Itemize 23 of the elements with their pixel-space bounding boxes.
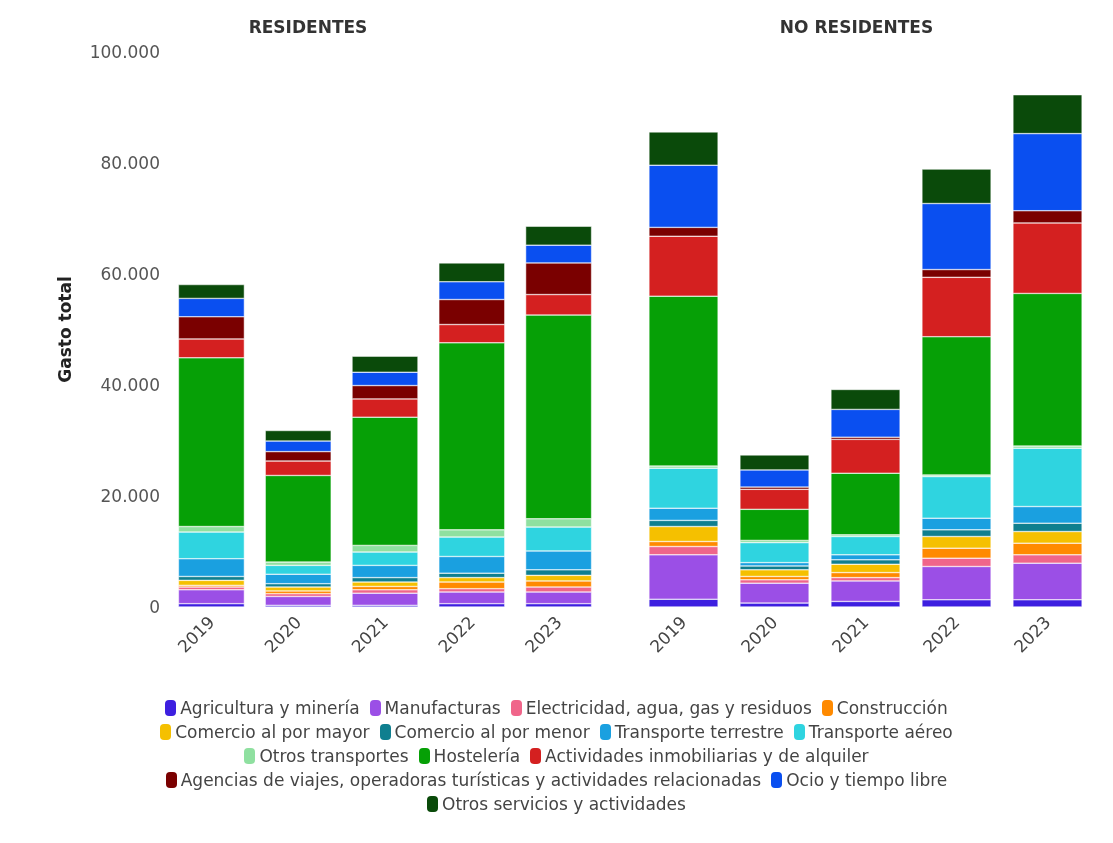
legend-label: Agricultura y minería [180, 698, 360, 718]
y-tick-label: 100.000 [89, 42, 160, 62]
legend-label: Transporte terrestre [614, 722, 784, 742]
y-tick-label: 40.000 [100, 375, 160, 395]
y-axis-title: Gasto total [54, 276, 75, 383]
legend-label: Construcción [836, 698, 948, 718]
y-tick-label: 60.000 [100, 264, 160, 284]
legend-label: Ocio y tiempo libre [786, 770, 948, 790]
legend-label: Electricidad, agua, gas y residuos [525, 698, 812, 718]
y-tick-label: 80.000 [100, 153, 160, 173]
y-tick-label: 20.000 [100, 486, 160, 506]
legend-label: Hostelería [433, 746, 521, 766]
legend-label: Otros servicios y actividades [442, 794, 686, 814]
legend-label: Agencias de viajes, operadoras turísticas y actividades relacionadas [180, 770, 762, 790]
chart-title: RESIDENTES [248, 16, 368, 37]
legend-label: Comercio al por mayor [175, 722, 370, 742]
legend-label: Otros transportes [259, 746, 409, 766]
y-tick-label: 0 [149, 597, 160, 617]
legend-label: Transporte aéreo [808, 722, 953, 742]
legend-label: Comercio al por menor [394, 722, 590, 742]
legend-label: Actividades inmobiliarias y de alquiler [545, 746, 869, 766]
chart-title: NO RESIDENTES [779, 16, 934, 37]
legend-label: Manufacturas [384, 698, 501, 718]
